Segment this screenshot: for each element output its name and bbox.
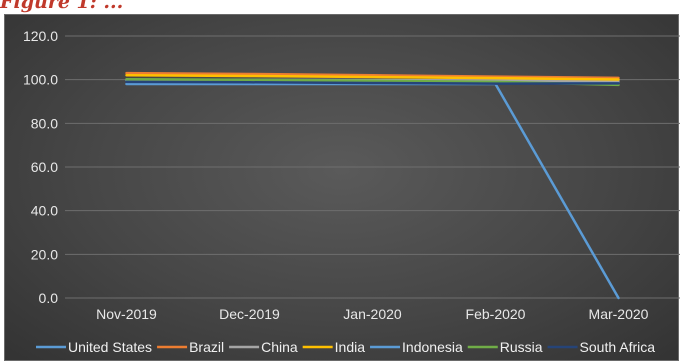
series-line-south-africa (125, 80, 620, 85)
x-tick-label: Feb-2020 (466, 306, 526, 322)
page-heading: Figure 1: ... (0, 0, 124, 13)
legend-label: South Africa (580, 339, 656, 355)
legend-item: South Africa (547, 339, 656, 355)
legend-label: China (261, 339, 298, 355)
x-tick-label: Jan-2020 (343, 306, 402, 322)
x-axis-ticks: Nov-2019 Dec-2019 Jan-2020 Feb-2020 Mar-2020 (96, 306, 649, 322)
y-tick-label: 100.0 (23, 72, 58, 88)
chart-area (4, 14, 679, 361)
legend-label: United States (68, 339, 152, 355)
legend-label: Russia (500, 339, 543, 355)
y-tick-label: 40.0 (31, 203, 58, 219)
y-tick-label: 20.0 (31, 246, 58, 262)
legend-item: China (229, 339, 298, 355)
y-tick-label: 0.0 (39, 290, 59, 306)
x-tick-label: Nov-2019 (96, 306, 157, 322)
series-line-brazil (125, 71, 620, 80)
y-axis-ticks: 0.0 20.0 40.0 60.0 80.0 100.0 120.0 (23, 28, 58, 306)
series-lines (125, 71, 620, 300)
y-tick-label: 80.0 (31, 115, 58, 131)
x-tick-label: Dec-2019 (219, 306, 280, 322)
legend-label: Brazil (189, 339, 224, 355)
series-line-indonesia (125, 82, 620, 300)
legend-item: India (302, 339, 366, 355)
legend-label: India (335, 339, 366, 355)
series-line-india (125, 74, 620, 81)
y-tick-label: 120.0 (23, 28, 58, 44)
x-tick-label: Mar-2020 (589, 306, 649, 322)
legend-label: Indonesia (402, 339, 463, 355)
y-tick-label: 60.0 (31, 159, 58, 175)
legend-item: Indonesia (370, 339, 463, 355)
legend-item: Russia (467, 339, 543, 355)
legend: United States Brazil China India Indonesia Ru… (36, 339, 655, 355)
legend-item: Brazil (157, 339, 224, 355)
legend-item: United States (36, 339, 152, 355)
